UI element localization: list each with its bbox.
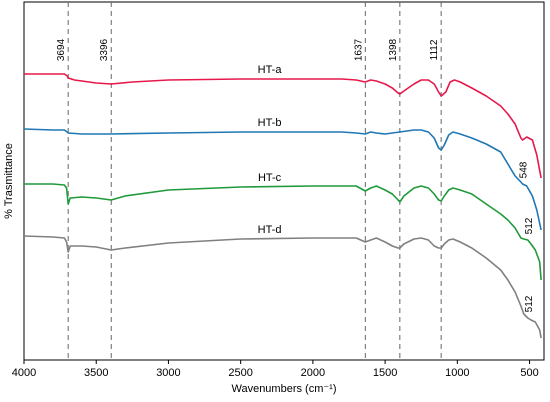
plot-frame [23, 1, 545, 361]
reference-lines: 3694 3396 1637 1398 1112 [56, 2, 442, 360]
annotation-ht-d-512: 512 [524, 295, 535, 312]
series-line-ht-c [24, 183, 542, 281]
reference-label-3694: 3694 [56, 38, 67, 61]
series-label-ht-d: HT-d [258, 224, 282, 236]
reference-label-1637: 1637 [353, 38, 364, 61]
y-axis-title: % Trasmittance [3, 143, 15, 219]
x-tick-label-4000: 4000 [12, 367, 36, 379]
x-tick-label-1000: 1000 [445, 367, 469, 379]
x-tick-label-1500: 1500 [373, 367, 397, 379]
series-lines [23, 73, 542, 339]
annotation-ht-b-548: 548 [519, 161, 530, 178]
x-axis: 4000 3500 3000 2500 2000 1500 1000 500 [12, 360, 539, 379]
x-tick-label-2000: 2000 [301, 367, 325, 379]
reference-label-1398: 1398 [388, 38, 399, 61]
peak-annotations: 548 512 512 [519, 161, 535, 312]
x-tick-label-3500: 3500 [84, 367, 108, 379]
x-tick-label-2500: 2500 [228, 367, 252, 379]
series-line-ht-b [23, 128, 542, 231]
series-line-ht-a [24, 73, 542, 179]
series-label-ht-b: HT-b [258, 117, 282, 129]
series-label-ht-a: HT-a [258, 64, 283, 76]
x-tick-label-3000: 3000 [156, 367, 180, 379]
x-axis-title: Wavenumbers (cm⁻¹) [231, 383, 336, 395]
annotation-ht-c-512: 512 [524, 217, 535, 234]
series-labels: HT-a HT-b HT-c HT-d [258, 64, 283, 236]
reference-label-3396: 3396 [99, 38, 110, 61]
reference-label-1112: 1112 [429, 39, 440, 60]
series-line-ht-d [23, 235, 542, 339]
x-tick-label-500: 500 [520, 367, 538, 379]
series-label-ht-c: HT-c [258, 172, 282, 184]
